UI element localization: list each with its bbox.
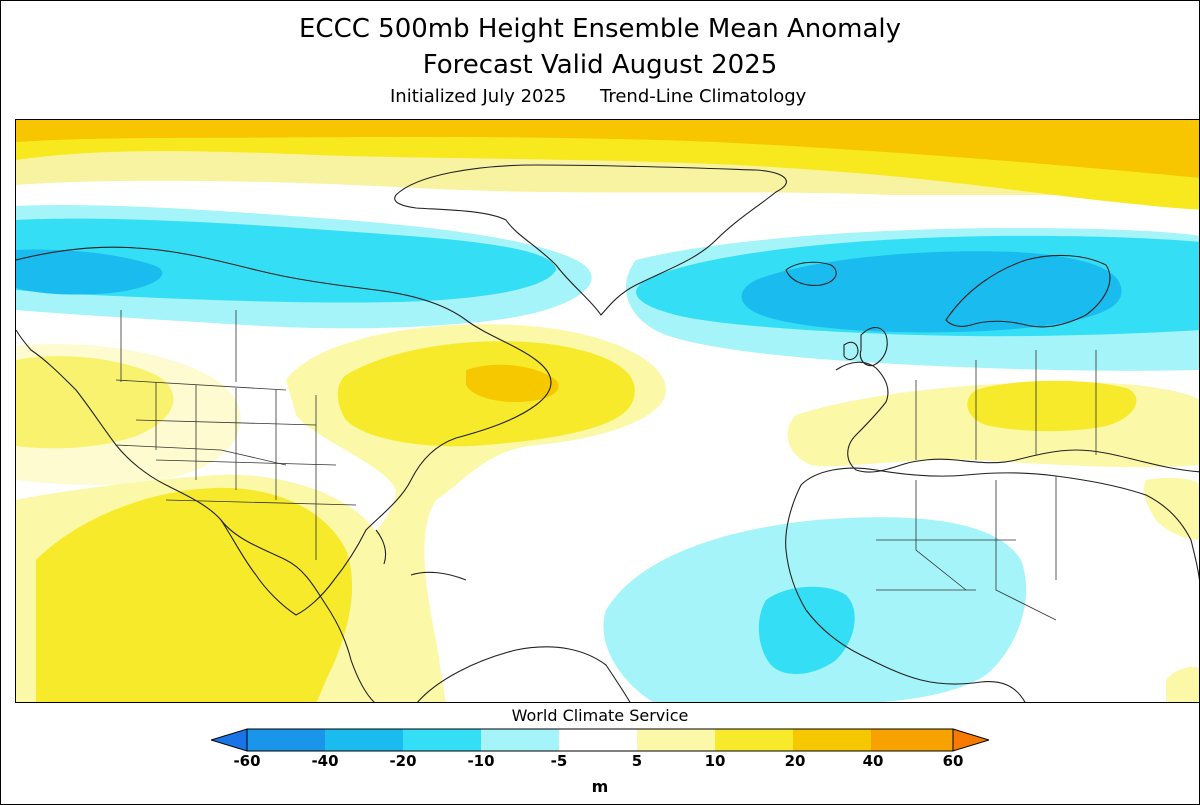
colorbar-tick: 40	[862, 752, 884, 770]
chart-subtitle: Forecast Valid August 2025	[422, 50, 778, 80]
colorbar-tick: -10	[467, 752, 495, 770]
political-boundaries	[115, 310, 1097, 621]
colorbar-ticks: -60 -40 -20 -10 -5 5 10 20 40 60	[0, 752, 1200, 774]
newfoundland-positive-core	[466, 364, 559, 402]
mexico-positive	[36, 487, 353, 702]
climatology-label: Trend-Line Climatology	[600, 86, 807, 107]
colorbar-seg-6	[637, 729, 715, 751]
colorbar-tick: -60	[233, 752, 261, 770]
colorbar-seg-1	[247, 729, 325, 751]
colorbar-svg	[209, 728, 991, 752]
canada-negative-core	[16, 249, 163, 295]
initialized-label: Initialized July 2025	[390, 86, 567, 107]
credit-label: World Climate Service	[511, 706, 689, 725]
colorbar-tick: 60	[942, 752, 964, 770]
colorbar-seg-5	[559, 729, 637, 751]
chart-title: ECCC 500mb Height Ensemble Mean Anomaly	[299, 14, 901, 44]
anomaly-map-svg	[16, 120, 1199, 702]
colorbar-tick: -5	[550, 752, 568, 770]
colorbar-tick: 10	[704, 752, 726, 770]
colorbar-seg-3	[403, 729, 481, 751]
colorbar-outline	[246, 728, 954, 752]
colorbar-tick: -20	[389, 752, 417, 770]
arctic-white-strip	[16, 180, 1199, 222]
colorbar-seg-9	[871, 729, 953, 751]
colorbar	[209, 728, 991, 752]
middle-east-positive	[1144, 477, 1199, 540]
unit-label: m	[591, 777, 609, 796]
balkans-positive	[967, 380, 1137, 432]
west-africa-negative	[758, 586, 855, 675]
colorbar-tick: -40	[311, 752, 339, 770]
colorbar-tick: 5	[631, 752, 643, 770]
colorbar-low-arrow	[209, 728, 248, 752]
colorbar-seg-2	[325, 729, 403, 751]
colorbar-seg-7	[715, 729, 793, 751]
coastlines	[16, 164, 1199, 702]
westcoast-positive-light	[16, 344, 241, 485]
colorbar-high-arrow	[952, 728, 991, 752]
anomaly-map	[15, 119, 1200, 703]
colorbar-seg-8	[793, 729, 871, 751]
east-africa-positive	[1166, 666, 1199, 702]
colorbar-tick: 20	[784, 752, 806, 770]
colorbar-seg-4	[481, 729, 559, 751]
arctic-band-gold	[16, 120, 1199, 178]
